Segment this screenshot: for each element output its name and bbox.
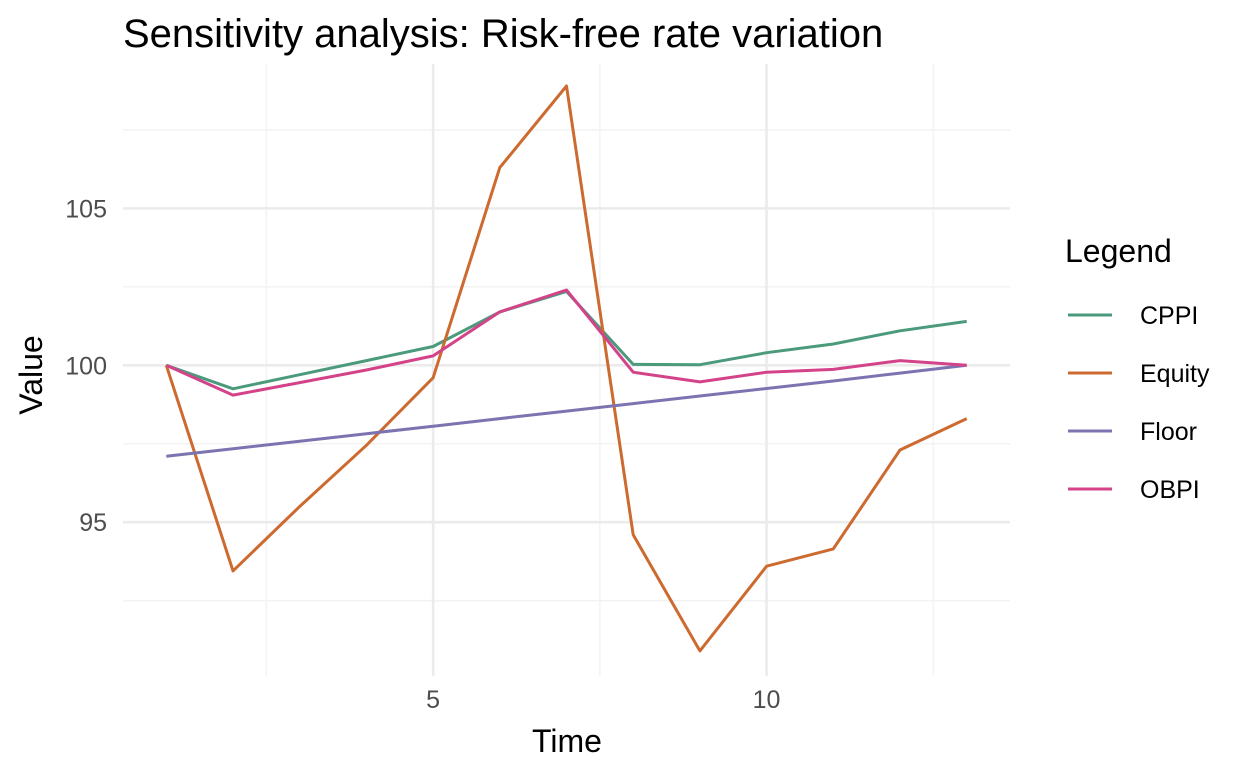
y-axis-title: Value: [13, 335, 49, 414]
grid: [123, 64, 1010, 676]
legend-item-floor: Floor: [1068, 418, 1197, 446]
series-lines: [164, 84, 968, 653]
legend-item-equity: Equity: [1068, 360, 1210, 388]
legend-label-equity: Equity: [1140, 360, 1210, 388]
legend: Legend CPPI Equity Floor OBPI: [1065, 233, 1210, 504]
legend-label-obpi: OBPI: [1140, 476, 1200, 504]
chart-title: Sensitivity analysis: Risk-free rate var…: [123, 12, 883, 56]
series-line-floor: [166, 363, 967, 458]
legend-item-obpi: OBPI: [1068, 476, 1200, 504]
legend-items: CPPI Equity Floor OBPI: [1068, 302, 1210, 504]
legend-label-cppi: CPPI: [1140, 302, 1198, 330]
series-line-equity: [164, 84, 968, 653]
y-tick-label: 100: [65, 352, 107, 380]
y-tick-label: 95: [79, 509, 107, 537]
x-tick-label: 5: [426, 686, 440, 714]
legend-title: Legend: [1065, 233, 1172, 269]
x-axis-ticks: 5 10: [426, 686, 780, 714]
x-axis-title: Time: [532, 723, 602, 759]
series-line-obpi: [165, 288, 967, 397]
legend-item-cppi: CPPI: [1068, 302, 1198, 330]
y-tick-label: 105: [65, 195, 107, 223]
series-line-cppi: [165, 290, 967, 391]
legend-label-floor: Floor: [1140, 418, 1197, 446]
x-tick-label: 10: [753, 686, 781, 714]
y-axis-ticks: 95 100 105: [65, 195, 107, 537]
